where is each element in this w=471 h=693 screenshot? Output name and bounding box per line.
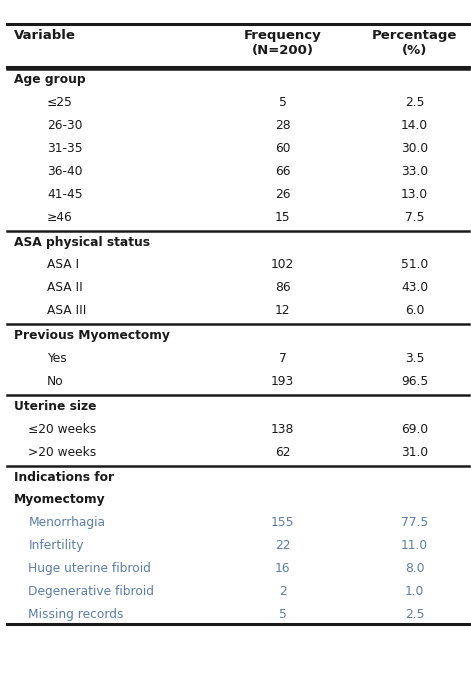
Text: Myomectomy: Myomectomy [14, 493, 106, 507]
Text: Missing records: Missing records [28, 608, 124, 621]
Text: Previous Myomectomy: Previous Myomectomy [14, 329, 170, 342]
Text: ≥46: ≥46 [47, 211, 73, 224]
Text: ASA II: ASA II [47, 281, 83, 295]
Text: 3.5: 3.5 [405, 352, 424, 365]
Text: 30.0: 30.0 [401, 142, 428, 155]
Text: Degenerative fibroid: Degenerative fibroid [28, 585, 154, 598]
Text: 8.0: 8.0 [405, 562, 424, 575]
Text: 62: 62 [275, 446, 290, 459]
Text: Age group: Age group [14, 73, 86, 87]
Text: 26: 26 [275, 188, 290, 201]
Text: Menorrhagia: Menorrhagia [28, 516, 105, 529]
Text: 7.5: 7.5 [405, 211, 424, 224]
Text: 60: 60 [275, 142, 290, 155]
Text: 33.0: 33.0 [401, 165, 428, 178]
Text: 86: 86 [275, 281, 291, 295]
Text: 14.0: 14.0 [401, 119, 428, 132]
Text: 2: 2 [279, 585, 286, 598]
Text: 96.5: 96.5 [401, 375, 428, 388]
Text: Infertility: Infertility [28, 539, 84, 552]
Text: 41-45: 41-45 [47, 188, 83, 201]
Text: 2.5: 2.5 [405, 96, 424, 109]
Text: Frequency
(N=200): Frequency (N=200) [244, 29, 322, 57]
Text: 31-35: 31-35 [47, 142, 83, 155]
Text: Yes: Yes [47, 352, 67, 365]
Text: 28: 28 [275, 119, 291, 132]
Text: 31.0: 31.0 [401, 446, 428, 459]
Text: 22: 22 [275, 539, 290, 552]
Text: ASA physical status: ASA physical status [14, 236, 150, 249]
Text: Variable: Variable [14, 29, 76, 42]
Text: ASA I: ASA I [47, 258, 79, 272]
Text: 193: 193 [271, 375, 294, 388]
Text: 5: 5 [279, 96, 286, 109]
Text: 12: 12 [275, 304, 290, 317]
Text: Percentage
(%): Percentage (%) [372, 29, 457, 57]
Text: 77.5: 77.5 [401, 516, 428, 529]
Text: 26-30: 26-30 [47, 119, 82, 132]
Text: 5: 5 [279, 608, 286, 621]
Text: Uterine size: Uterine size [14, 400, 97, 413]
Text: ≤20 weeks: ≤20 weeks [28, 423, 97, 436]
Text: 1.0: 1.0 [405, 585, 424, 598]
Text: 155: 155 [271, 516, 294, 529]
Text: 51.0: 51.0 [401, 258, 428, 272]
Text: 11.0: 11.0 [401, 539, 428, 552]
Text: 16: 16 [275, 562, 290, 575]
Text: 6.0: 6.0 [405, 304, 424, 317]
Text: 15: 15 [275, 211, 291, 224]
Text: >20 weeks: >20 weeks [28, 446, 97, 459]
Text: 7: 7 [279, 352, 286, 365]
Text: 36-40: 36-40 [47, 165, 82, 178]
Text: 13.0: 13.0 [401, 188, 428, 201]
Text: Huge uterine fibroid: Huge uterine fibroid [28, 562, 151, 575]
Text: 66: 66 [275, 165, 290, 178]
Text: 102: 102 [271, 258, 294, 272]
Text: ≤25: ≤25 [47, 96, 73, 109]
Text: 2.5: 2.5 [405, 608, 424, 621]
Text: No: No [47, 375, 64, 388]
Text: 138: 138 [271, 423, 294, 436]
Text: ASA III: ASA III [47, 304, 87, 317]
Text: Indications for: Indications for [14, 471, 114, 484]
Text: 43.0: 43.0 [401, 281, 428, 295]
Text: 69.0: 69.0 [401, 423, 428, 436]
